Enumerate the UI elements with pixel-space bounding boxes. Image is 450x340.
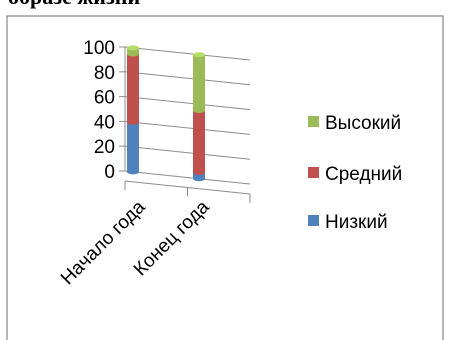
legend-swatch-высокий [308, 116, 319, 127]
header-text: образе жизни [8, 0, 140, 9]
legend-label: Высокий [325, 113, 401, 134]
legend-swatch-низкий [308, 215, 319, 226]
bar-segment-высокий [193, 54, 205, 111]
bar-segment-base [127, 169, 139, 175]
gridline [124, 96, 251, 111]
gridline [124, 46, 251, 61]
y-tick-label: 80 [94, 63, 115, 84]
gridline [124, 145, 251, 160]
y-tick-label: 0 [104, 162, 115, 183]
bar-segment-base [193, 107, 205, 113]
bar-segment-base [127, 119, 139, 125]
bar-segment-base [193, 169, 205, 175]
gridline [124, 120, 251, 135]
bar-segment-низкий [193, 172, 205, 179]
y-tick-label: 20 [94, 137, 115, 158]
gridline [124, 170, 251, 185]
legend-label: Средний [325, 164, 402, 185]
legend-label: Низкий [325, 212, 388, 233]
y-tick-label: 60 [94, 88, 115, 109]
bar-top-cap [127, 45, 139, 51]
gridline [124, 71, 251, 86]
bar-top-cap [193, 52, 205, 58]
bar-segment-средний [193, 110, 205, 173]
bar-segment-низкий [127, 122, 139, 172]
x-category-label: Начало года [57, 196, 150, 289]
bar-segment-высокий [127, 47, 139, 55]
y-tick-label: 40 [94, 112, 115, 133]
bar-segment-base [127, 51, 139, 57]
bar-segment-base [193, 176, 205, 182]
chart-border [6, 15, 444, 340]
legend: Высокий Средний Низкий [308, 113, 402, 233]
y-tick-label: 100 [83, 38, 115, 59]
legend-swatch-средний [308, 167, 319, 178]
bar-segment-средний [127, 54, 139, 123]
